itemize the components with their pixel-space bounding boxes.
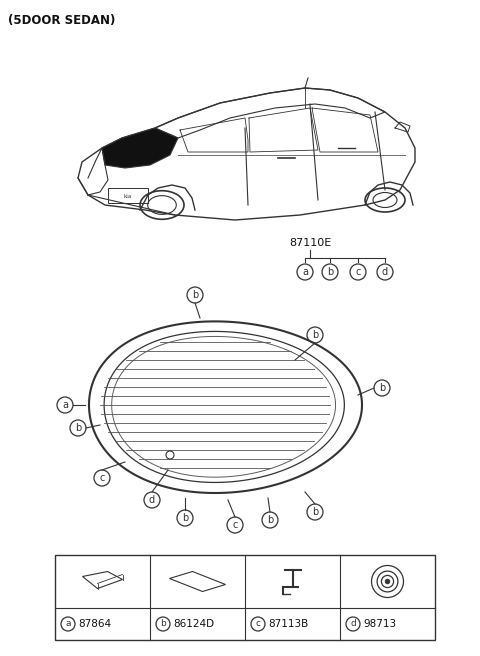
Text: 87113B: 87113B bbox=[268, 619, 308, 629]
Text: d: d bbox=[350, 619, 356, 628]
Text: b: b bbox=[327, 267, 333, 277]
Text: d: d bbox=[149, 495, 155, 505]
Circle shape bbox=[385, 579, 390, 584]
Text: a: a bbox=[302, 267, 308, 277]
Text: 86124D: 86124D bbox=[173, 619, 214, 629]
Text: c: c bbox=[255, 619, 261, 628]
Text: b: b bbox=[182, 513, 188, 523]
Text: a: a bbox=[65, 619, 71, 628]
Text: b: b bbox=[379, 383, 385, 393]
Text: d: d bbox=[382, 267, 388, 277]
Text: 87110E: 87110E bbox=[289, 238, 331, 248]
Text: 87864: 87864 bbox=[78, 619, 111, 629]
Text: a: a bbox=[62, 400, 68, 410]
Text: b: b bbox=[312, 507, 318, 517]
Text: b: b bbox=[160, 619, 166, 628]
Bar bbox=[108, 188, 148, 203]
Text: b: b bbox=[312, 330, 318, 340]
Text: c: c bbox=[355, 267, 360, 277]
Text: b: b bbox=[192, 290, 198, 300]
Polygon shape bbox=[102, 128, 178, 168]
Text: c: c bbox=[232, 520, 238, 530]
Text: (5DOOR SEDAN): (5DOOR SEDAN) bbox=[8, 14, 115, 27]
Text: b: b bbox=[267, 515, 273, 525]
Bar bbox=[55, 555, 435, 640]
Text: b: b bbox=[75, 423, 81, 433]
Text: c: c bbox=[99, 473, 105, 483]
Text: 98713: 98713 bbox=[363, 619, 396, 629]
Text: kia: kia bbox=[124, 194, 132, 199]
